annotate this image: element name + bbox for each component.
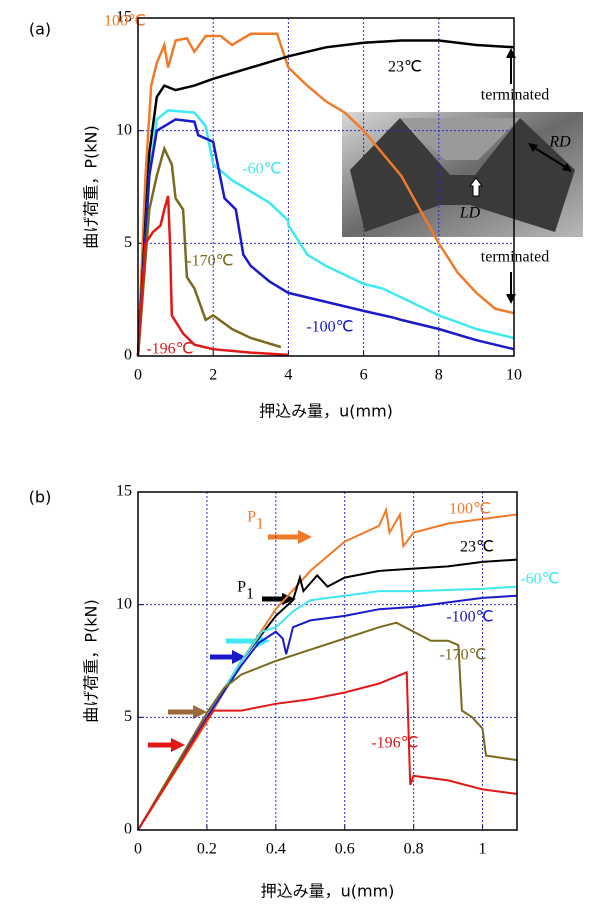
series-line bbox=[136, 145, 282, 357]
plot-frame bbox=[137, 17, 515, 357]
y-tick-label: 5 bbox=[124, 234, 132, 251]
y-tick-label: 0 bbox=[124, 347, 132, 364]
inset-label: RD bbox=[548, 134, 571, 151]
p-label: P bbox=[237, 579, 246, 596]
x-tick-label: 0 bbox=[134, 841, 142, 858]
x-tick-label: 1 bbox=[479, 841, 487, 858]
y-tick-label: 10 bbox=[116, 595, 132, 612]
p-label-subscript: 1 bbox=[256, 516, 264, 533]
panel-label: (a) bbox=[29, 20, 51, 39]
series-line bbox=[136, 118, 515, 357]
y-tick-label: 10 bbox=[116, 121, 132, 138]
series-line bbox=[136, 109, 515, 357]
p-label: P bbox=[247, 509, 256, 526]
plot-frame bbox=[137, 491, 518, 831]
series-label: -196℃ bbox=[146, 341, 193, 358]
series-label: 23℃ bbox=[460, 539, 494, 556]
y-tick-label: 15 bbox=[116, 483, 132, 500]
x-tick-label: 4 bbox=[284, 367, 292, 384]
x-tick-label: 6 bbox=[360, 367, 368, 384]
x-tick-label: 0.8 bbox=[404, 841, 424, 858]
x-tick-label: 0.6 bbox=[335, 841, 355, 858]
x-tick-label: 8 bbox=[435, 367, 443, 384]
series-label: -100℃ bbox=[446, 609, 493, 626]
y-tick-label: 15 bbox=[116, 9, 132, 26]
x-tick-label: 2 bbox=[209, 367, 217, 384]
x-tick-label: 0 bbox=[134, 367, 142, 384]
series-label: -60℃ bbox=[520, 571, 559, 588]
series-label: 100℃ bbox=[104, 13, 146, 30]
y-axis-label: 曲げ荷重，P(kN) bbox=[82, 125, 101, 248]
p-label-subscript: 1 bbox=[246, 586, 254, 603]
panel-label: (b) bbox=[29, 488, 52, 507]
y-tick-label: 5 bbox=[124, 708, 132, 725]
series-line bbox=[136, 32, 515, 357]
series-line bbox=[136, 195, 289, 357]
series-label: 100℃ bbox=[449, 501, 491, 518]
x-tick-label: 10 bbox=[506, 367, 522, 384]
series-line bbox=[137, 670, 518, 831]
series-label: -60℃ bbox=[242, 161, 281, 178]
series-label: -100℃ bbox=[306, 319, 353, 336]
x-tick-label: 0.4 bbox=[266, 841, 286, 858]
arrows-b bbox=[148, 530, 312, 752]
series-line bbox=[137, 585, 518, 831]
series-line bbox=[137, 621, 518, 831]
x-axis-label: 押込み量，u(mm) bbox=[259, 402, 393, 421]
annotation: terminated bbox=[481, 87, 549, 104]
series-label: 23℃ bbox=[388, 59, 422, 76]
x-tick-label: 0.2 bbox=[197, 841, 217, 858]
inset-photo bbox=[342, 112, 583, 237]
series-label: -196℃ bbox=[371, 735, 418, 752]
annotation: terminated bbox=[481, 249, 549, 266]
inset-label: LD bbox=[459, 205, 481, 222]
series-line bbox=[137, 594, 518, 831]
y-tick-label: 0 bbox=[124, 821, 132, 838]
y-axis-label: 曲げ荷重，P(kN) bbox=[82, 599, 101, 722]
x-axis-label: 押込み量，u(mm) bbox=[261, 882, 395, 901]
series-line bbox=[136, 39, 515, 357]
series-label: -170℃ bbox=[186, 253, 233, 270]
series-label: -170℃ bbox=[439, 647, 486, 664]
